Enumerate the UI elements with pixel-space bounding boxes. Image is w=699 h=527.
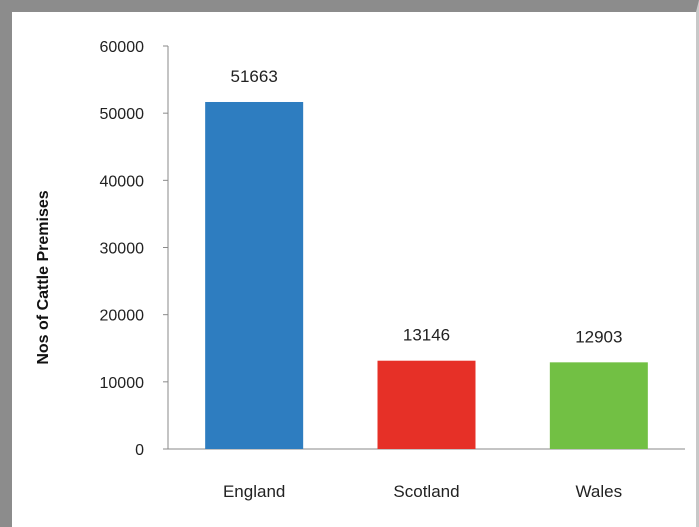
y-tick-label: 40000 [100,173,145,190]
y-tick-label: 20000 [100,308,145,325]
bar-wales [549,362,648,449]
y-tick-labels: 0 10000 20000 30000 40000 50000 60000 [100,39,145,459]
x-category-label: Scotland [393,482,459,501]
chart-bars [205,101,648,449]
data-labels: 51663 13146 12903 [231,67,623,346]
data-label: 51663 [231,67,278,86]
y-tick-label: 50000 [100,106,145,123]
y-tick-label: 30000 [100,241,145,258]
y-tick-label: 10000 [100,375,145,392]
y-tick-label: 0 [135,442,144,459]
data-label: 13146 [403,326,450,345]
bar-scotland [377,360,476,449]
bar-england [205,101,304,449]
y-axis-label: Nos of Cattle Premises [35,190,52,364]
data-label: 12903 [575,327,622,346]
x-category-label: England [223,482,285,501]
y-tick-label: 60000 [100,39,145,56]
x-category-labels: England Scotland Wales [223,482,622,501]
x-category-label: Wales [576,482,623,501]
